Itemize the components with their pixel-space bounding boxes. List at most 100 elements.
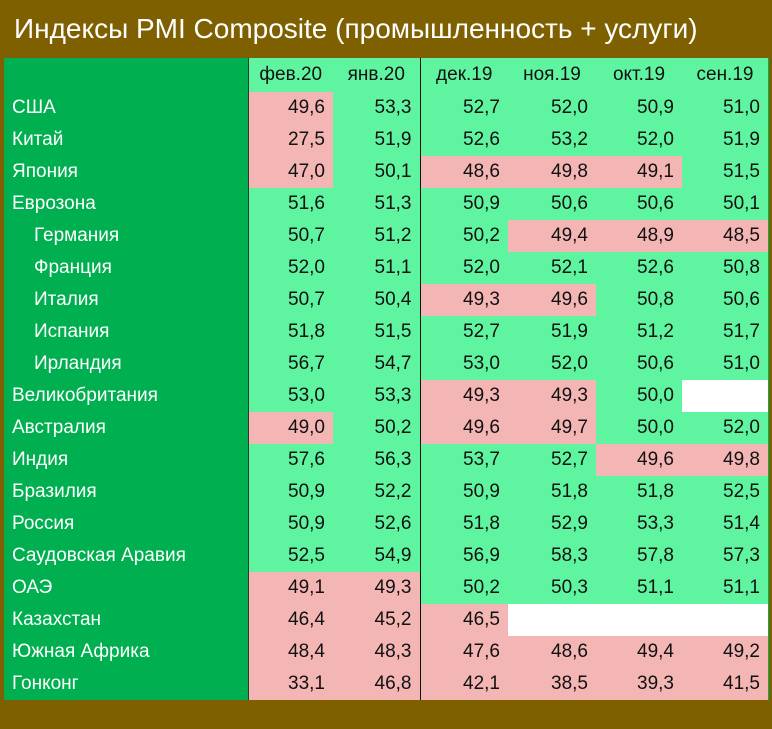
value-cell: 49,4 bbox=[508, 220, 596, 252]
row: Гонконг 33,1 46,8 42,1 38,5 39,3 41,5 bbox=[4, 668, 768, 700]
value-cell: 53,3 bbox=[333, 92, 421, 124]
value-cell: 51,3 bbox=[333, 188, 421, 220]
value-cell: 50,9 bbox=[248, 508, 333, 540]
value-cell: 49,3 bbox=[420, 284, 508, 316]
value-cell: 56,9 bbox=[420, 540, 508, 572]
value-cell: 49,8 bbox=[508, 156, 596, 188]
value-cell: 41,5 bbox=[682, 668, 768, 700]
row: Индия 57,6 56,3 53,7 52,7 49,6 49,8 bbox=[4, 444, 768, 476]
value-cell: 52,9 bbox=[508, 508, 596, 540]
value-cell: 51,9 bbox=[508, 316, 596, 348]
row-name: Индия bbox=[4, 444, 249, 476]
row-name: Китай bbox=[4, 124, 249, 156]
row: Казахстан 46,4 45,2 46,5 bbox=[4, 604, 768, 636]
value-cell: 50,2 bbox=[420, 220, 508, 252]
value-cell: 53,7 bbox=[420, 444, 508, 476]
value-cell: 49,6 bbox=[596, 444, 682, 476]
value-cell: 50,9 bbox=[420, 476, 508, 508]
column-header: сен.19 bbox=[682, 58, 768, 92]
empty-cell bbox=[508, 604, 596, 636]
value-cell: 50,9 bbox=[596, 92, 682, 124]
row-name: Саудовская Аравия bbox=[4, 540, 249, 572]
value-cell: 51,1 bbox=[333, 252, 421, 284]
row-name: Испания bbox=[4, 316, 249, 348]
column-header: фев.20 bbox=[248, 58, 333, 92]
row-name: Германия bbox=[4, 220, 249, 252]
value-cell: 48,6 bbox=[508, 636, 596, 668]
value-cell: 51,1 bbox=[682, 572, 768, 604]
row: Германия 50,7 51,2 50,2 49,4 48,9 48,5 bbox=[4, 220, 768, 252]
value-cell: 51,8 bbox=[248, 316, 333, 348]
value-cell: 52,5 bbox=[248, 540, 333, 572]
empty-cell bbox=[596, 604, 682, 636]
row: Австралия 49,0 50,2 49,6 49,7 50,0 52,0 bbox=[4, 412, 768, 444]
value-cell: 52,0 bbox=[508, 92, 596, 124]
value-cell: 53,0 bbox=[248, 380, 333, 412]
value-cell: 51,8 bbox=[420, 508, 508, 540]
value-cell: 51,0 bbox=[682, 348, 768, 380]
value-cell: 53,0 bbox=[420, 348, 508, 380]
value-cell: 50,7 bbox=[248, 220, 333, 252]
value-cell: 50,4 bbox=[333, 284, 421, 316]
value-cell: 52,7 bbox=[420, 92, 508, 124]
value-cell: 49,6 bbox=[508, 284, 596, 316]
value-cell: 52,6 bbox=[596, 252, 682, 284]
value-cell: 50,8 bbox=[682, 252, 768, 284]
value-cell: 51,5 bbox=[333, 316, 421, 348]
row-name: Еврозона bbox=[4, 188, 249, 220]
value-cell: 48,3 bbox=[333, 636, 421, 668]
value-cell: 51,1 bbox=[596, 572, 682, 604]
row-name: ОАЭ bbox=[4, 572, 249, 604]
value-cell: 48,9 bbox=[596, 220, 682, 252]
row-name: Бразилия bbox=[4, 476, 249, 508]
pmi-table: фев.20 янв.20 дек.19 ноя.19 окт.19 сен.19 США 4… bbox=[4, 58, 769, 700]
value-cell: 57,3 bbox=[682, 540, 768, 572]
value-cell: 52,0 bbox=[508, 348, 596, 380]
row-name: Ирландия bbox=[4, 348, 249, 380]
value-cell: 51,9 bbox=[333, 124, 421, 156]
corner-cell bbox=[4, 58, 249, 92]
value-cell: 46,8 bbox=[333, 668, 421, 700]
value-cell: 57,8 bbox=[596, 540, 682, 572]
value-cell: 50,2 bbox=[420, 572, 508, 604]
value-cell: 50,6 bbox=[596, 348, 682, 380]
value-cell: 52,6 bbox=[333, 508, 421, 540]
value-cell: 52,1 bbox=[508, 252, 596, 284]
value-cell: 56,7 bbox=[248, 348, 333, 380]
row: Великобритания 53,0 53,3 49,3 49,3 50,0 bbox=[4, 380, 768, 412]
value-cell: 51,5 bbox=[682, 156, 768, 188]
row: Италия 50,7 50,4 49,3 49,6 50,8 50,6 bbox=[4, 284, 768, 316]
value-cell: 52,0 bbox=[596, 124, 682, 156]
row: ОАЭ 49,1 49,3 50,2 50,3 51,1 51,1 bbox=[4, 572, 768, 604]
value-cell: 38,5 bbox=[508, 668, 596, 700]
value-cell: 46,4 bbox=[248, 604, 333, 636]
value-cell: 50,9 bbox=[420, 188, 508, 220]
column-header: дек.19 bbox=[420, 58, 508, 92]
row-name: Казахстан bbox=[4, 604, 249, 636]
value-cell: 52,7 bbox=[420, 316, 508, 348]
value-cell: 47,6 bbox=[420, 636, 508, 668]
value-cell: 50,1 bbox=[333, 156, 421, 188]
row: Бразилия 50,9 52,2 50,9 51,8 51,8 52,5 bbox=[4, 476, 768, 508]
row: Саудовская Аравия 52,5 54,9 56,9 58,3 57,8 57,… bbox=[4, 540, 768, 572]
value-cell: 49,3 bbox=[420, 380, 508, 412]
value-cell: 54,7 bbox=[333, 348, 421, 380]
value-cell: 52,7 bbox=[508, 444, 596, 476]
row: Южная Африка 48,4 48,3 47,6 48,6 49,4 49,2 bbox=[4, 636, 768, 668]
value-cell: 52,6 bbox=[420, 124, 508, 156]
value-cell: 56,3 bbox=[333, 444, 421, 476]
row: Япония 47,0 50,1 48,6 49,8 49,1 51,5 bbox=[4, 156, 768, 188]
value-cell: 51,2 bbox=[596, 316, 682, 348]
value-cell: 48,5 bbox=[682, 220, 768, 252]
value-cell: 46,5 bbox=[420, 604, 508, 636]
value-cell: 50,7 bbox=[248, 284, 333, 316]
row-name: Южная Африка bbox=[4, 636, 249, 668]
value-cell: 45,2 bbox=[333, 604, 421, 636]
value-cell: 49,1 bbox=[596, 156, 682, 188]
value-cell: 50,6 bbox=[508, 188, 596, 220]
value-cell: 49,1 bbox=[248, 572, 333, 604]
row-name: Япония bbox=[4, 156, 249, 188]
value-cell: 49,3 bbox=[508, 380, 596, 412]
value-cell: 47,0 bbox=[248, 156, 333, 188]
